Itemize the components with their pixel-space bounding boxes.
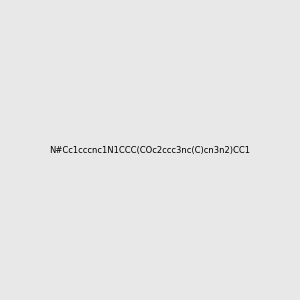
- Text: N#Cc1cccnc1N1CCC(COc2ccc3nc(C)cn3n2)CC1: N#Cc1cccnc1N1CCC(COc2ccc3nc(C)cn3n2)CC1: [50, 146, 250, 154]
